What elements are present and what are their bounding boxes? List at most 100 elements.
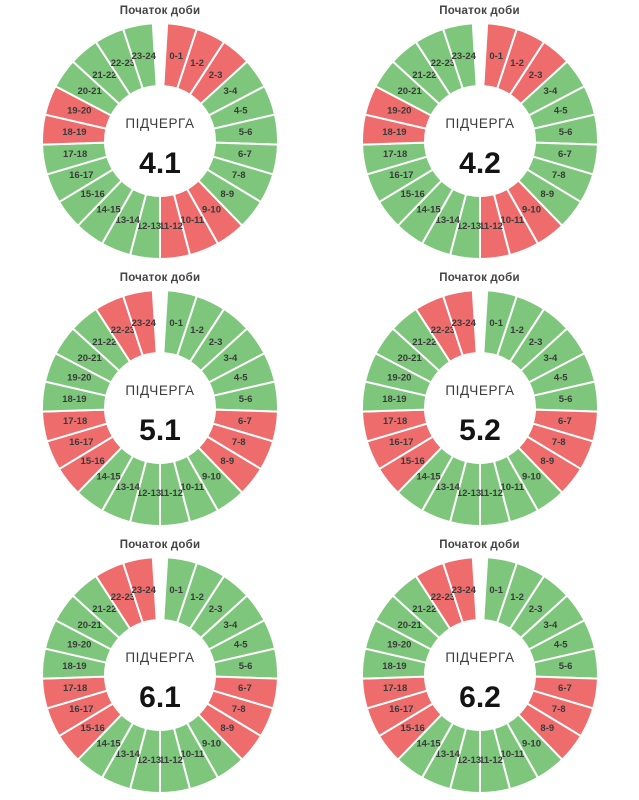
hour-label: 23-24 <box>451 51 476 62</box>
hour-label: 8-9 <box>220 723 234 734</box>
hour-label: 0-1 <box>489 51 503 62</box>
hour-label: 3-4 <box>543 353 557 364</box>
hour-label: 10-11 <box>500 482 524 493</box>
hour-slice-23-24 <box>441 22 478 90</box>
hour-label: 8-9 <box>220 456 234 467</box>
hour-label: 6-7 <box>558 149 572 160</box>
hour-label: 13-14 <box>116 215 141 226</box>
center-label: ПІДЧЕРГА <box>445 650 514 665</box>
hour-label: 5-6 <box>558 394 572 405</box>
chart-day-start-label: Початок доби <box>439 539 520 551</box>
hour-label: 8-9 <box>540 723 554 734</box>
hour-label: 16-17 <box>69 704 93 715</box>
hour-label: 21-22 <box>412 337 436 348</box>
center-value: 5.1 <box>139 414 181 447</box>
hour-label: 15-16 <box>400 723 424 734</box>
hour-label: 10-11 <box>180 482 204 493</box>
hour-label: 15-16 <box>81 456 105 467</box>
donut-chart-6.1: 0-1 1-2 2-33-4 4-5 5-6 6-7 7-8 8-9 9-1010-1111-1… <box>41 556 279 794</box>
hour-label: 23-24 <box>132 318 157 329</box>
hour-label: 6-7 <box>238 683 252 694</box>
hour-label: 17-18 <box>382 149 406 160</box>
hour-slice-23-24 <box>122 289 158 357</box>
hour-label: 2-3 <box>528 337 542 348</box>
chart-cell-5.1: Початок доби 0-1 1-2 2-3 3-4 4-5 5-6 6-7 7-8 8-9 9… <box>0 267 320 534</box>
hour-label: 17-18 <box>63 416 87 427</box>
donut-chart-4.1: 0-1 1-2 2-33-4 4-5 5-6 6-7 7-8 8-9 9-1010-1111-1… <box>41 22 279 260</box>
hour-label: 14-15 <box>416 204 441 215</box>
hour-label: 3-4 <box>224 620 238 631</box>
hour-label: 12-13 <box>137 755 161 766</box>
hour-slice-23-24 <box>122 22 158 90</box>
hour-label: 12-13 <box>456 221 480 232</box>
hour-label: 15-16 <box>400 456 424 467</box>
chart-cell-5.2: Початок доби 0-1 1-2 2-3 3-4 4-5 5-6 6-7 7-8 8-9 9… <box>320 267 639 534</box>
hour-label: 5-6 <box>239 127 253 138</box>
hour-label: 2-3 <box>209 337 223 348</box>
hour-label: 18-19 <box>382 661 406 672</box>
center-value: 5.2 <box>459 414 501 447</box>
hour-label: 22-23 <box>430 325 454 336</box>
hour-label: 8-9 <box>540 456 554 467</box>
hour-label: 22-23 <box>111 58 135 69</box>
hour-label: 13-14 <box>435 749 460 760</box>
hour-label: 17-18 <box>63 683 87 694</box>
hour-label: 1-2 <box>190 58 204 69</box>
hour-label: 16-17 <box>389 170 413 181</box>
hour-slice-23-24 <box>441 289 478 357</box>
hour-label: 1-2 <box>190 325 204 336</box>
hour-slice-23-24 <box>441 556 478 624</box>
center-value: 4.2 <box>459 147 501 180</box>
hour-label: 4-5 <box>234 373 248 384</box>
center-value: 6.1 <box>139 681 181 714</box>
hour-label: 12-13 <box>137 221 161 232</box>
hour-label: 19-20 <box>387 640 411 651</box>
hour-label: 11-12 <box>479 488 503 499</box>
hour-label: 3-4 <box>543 86 557 97</box>
hour-label: 14-15 <box>416 738 441 749</box>
center-label: ПІДЧЕРГА <box>125 650 194 665</box>
hour-label: 20-21 <box>397 353 422 364</box>
chart-cell-4.1: Початок доби 0-1 1-2 2-3 3-4 4-5 5-6 6-7 7-8 8-9 9… <box>0 0 320 267</box>
hour-label: 15-16 <box>81 189 105 200</box>
hour-label: 11-12 <box>159 221 183 232</box>
hour-label: 18-19 <box>62 127 86 138</box>
hour-label: 12-13 <box>456 755 480 766</box>
hour-label: 11-12 <box>159 488 183 499</box>
hour-label: 4-5 <box>553 106 567 117</box>
hour-label: 16-17 <box>389 704 413 715</box>
hour-label: 2-3 <box>528 70 542 81</box>
hour-label: 11-12 <box>479 755 503 766</box>
hour-label: 5-6 <box>558 127 572 138</box>
hour-label: 16-17 <box>69 437 93 448</box>
hour-label: 19-20 <box>387 106 411 117</box>
hour-label: 7-8 <box>232 437 246 448</box>
hour-label: 5-6 <box>558 661 572 672</box>
hour-label: 6-7 <box>238 416 252 427</box>
hour-label: 5-6 <box>239 394 253 405</box>
center-value: 6.2 <box>459 681 501 714</box>
hour-label: 13-14 <box>435 215 460 226</box>
hour-label: 21-22 <box>412 604 436 615</box>
hour-label: 1-2 <box>510 58 524 69</box>
chart-day-start-label: Початок доби <box>119 272 201 284</box>
hour-label: 23-24 <box>451 585 476 596</box>
chart-cell-4.2: Початок доби 0-1 1-2 2-3 3-4 4-5 5-6 6-7 7-8 8-9 9… <box>320 0 639 267</box>
hour-label: 7-8 <box>551 170 565 181</box>
hour-label: 15-16 <box>400 189 424 200</box>
chart-day-start-label: Початок доби <box>439 5 520 17</box>
hour-label: 0-1 <box>489 318 503 329</box>
hour-label: 21-22 <box>412 70 436 81</box>
hour-label: 18-19 <box>62 394 86 405</box>
hour-label: 22-23 <box>111 325 135 336</box>
hour-label: 2-3 <box>209 604 223 615</box>
hour-label: 4-5 <box>553 640 567 651</box>
hour-label: 9-10 <box>521 204 540 215</box>
hour-label: 4-5 <box>234 106 248 117</box>
chart-day-start-label: Початок доби <box>119 539 201 551</box>
hour-label: 9-10 <box>202 471 221 482</box>
hour-label: 14-15 <box>416 471 441 482</box>
hour-label: 1-2 <box>510 325 524 336</box>
